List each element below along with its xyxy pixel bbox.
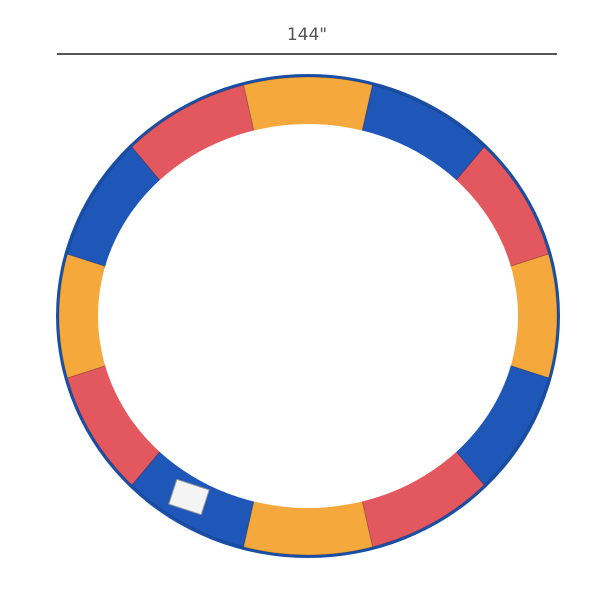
pad-center bbox=[98, 124, 518, 508]
safety-pad bbox=[58, 76, 558, 556]
pad-tag bbox=[168, 478, 210, 516]
dimension-label: 144" bbox=[287, 25, 327, 45]
